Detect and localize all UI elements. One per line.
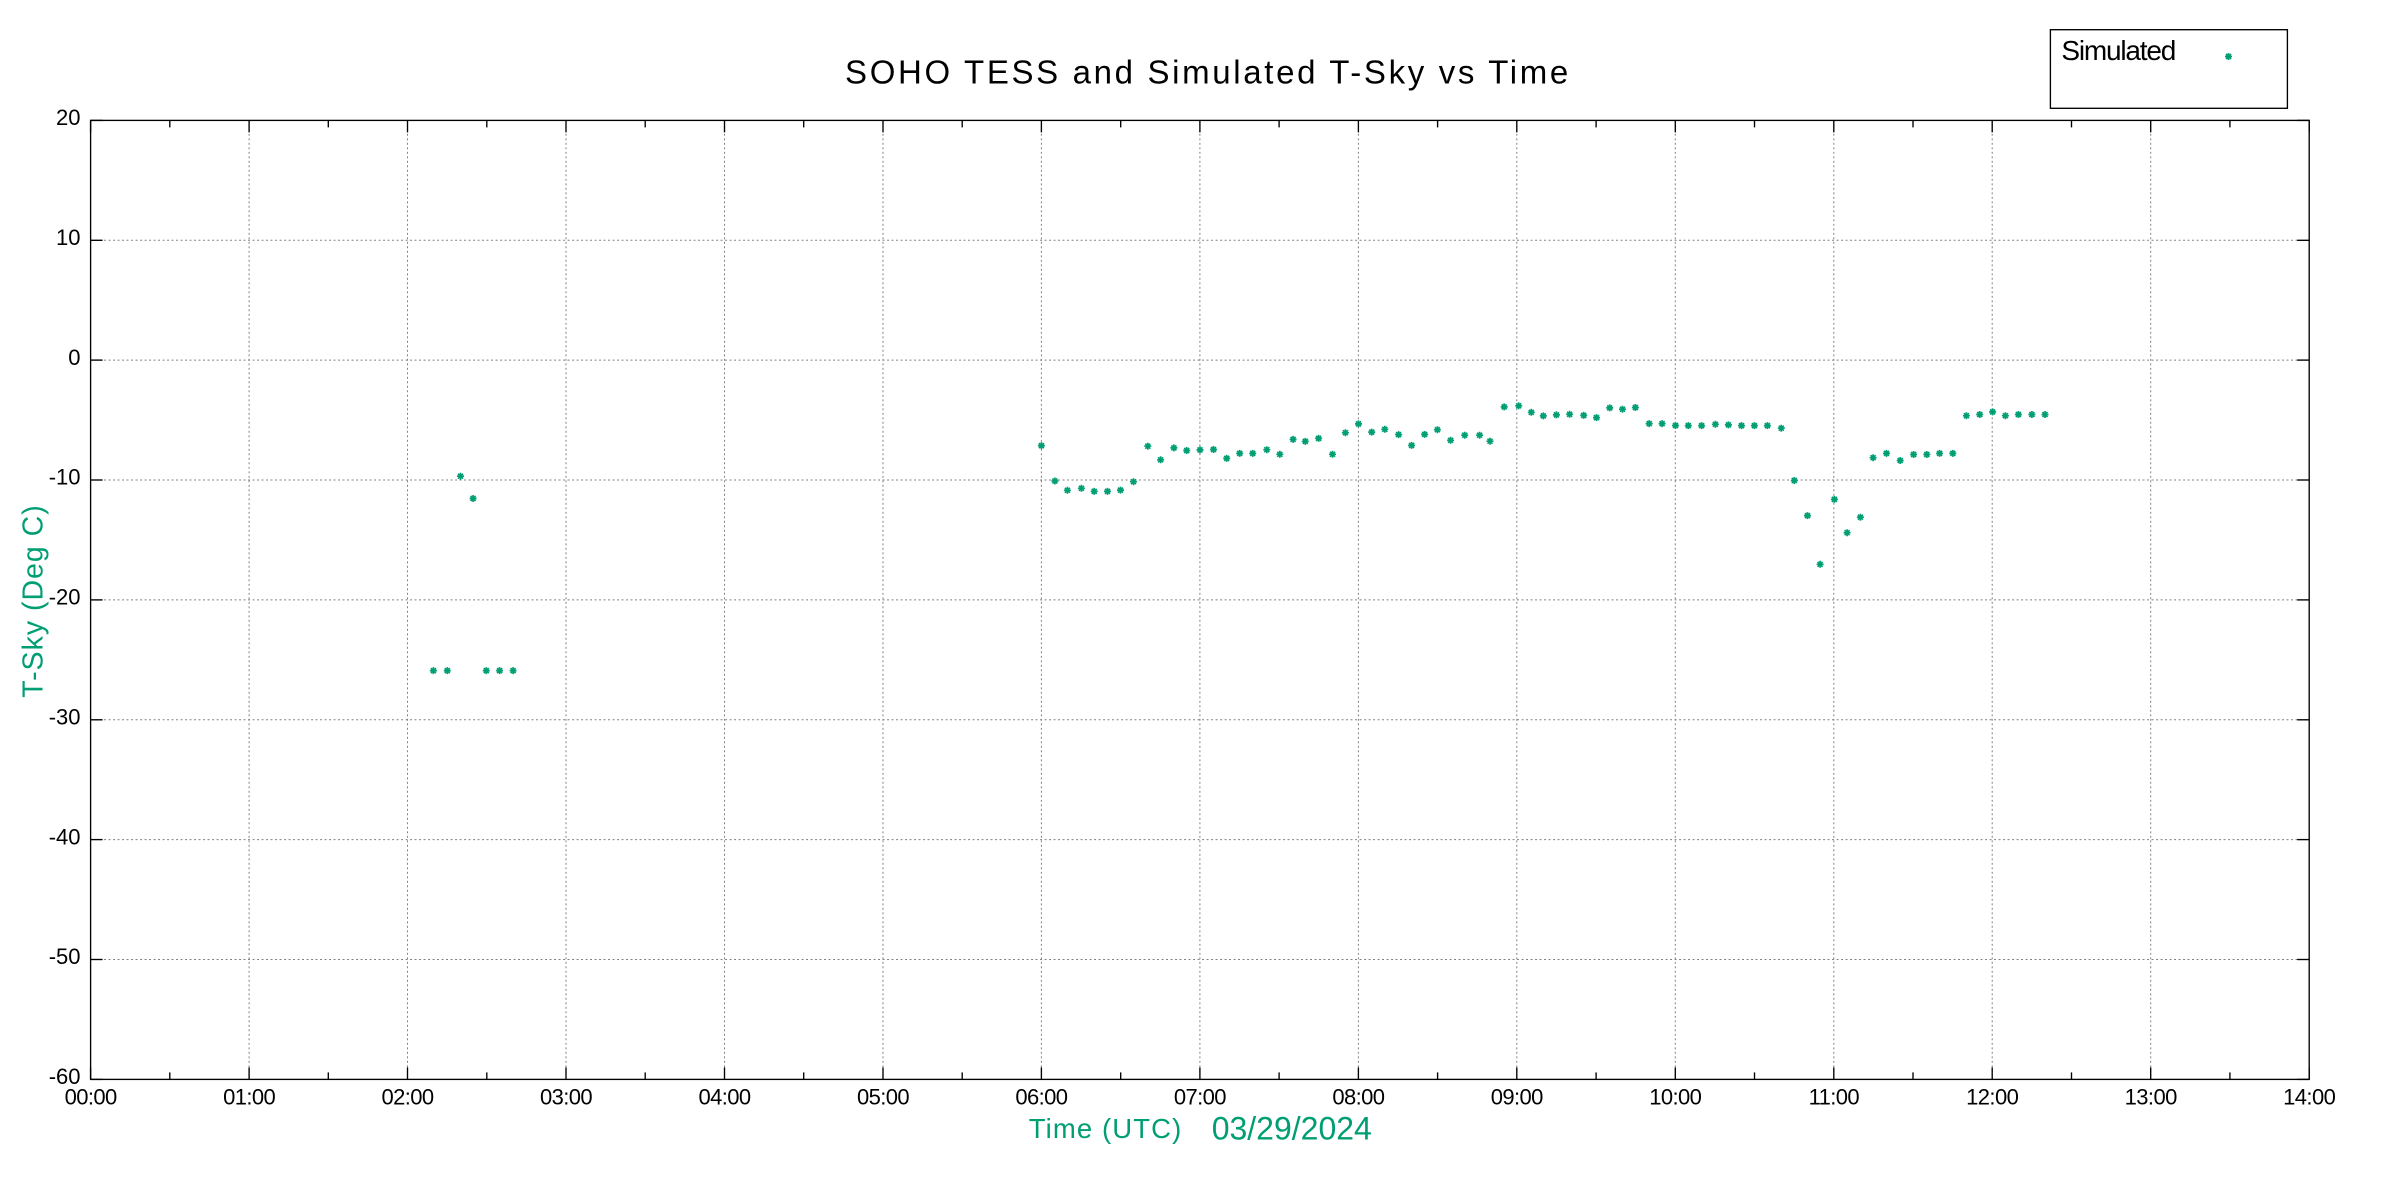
svg-text:06:00: 06:00 — [1015, 1084, 1067, 1109]
svg-text:Time (UTC): Time (UTC) — [1029, 1113, 1183, 1144]
svg-text:0: 0 — [68, 345, 80, 370]
svg-text:-30: -30 — [49, 705, 81, 730]
svg-text:10:00: 10:00 — [1649, 1084, 1701, 1109]
svg-text:13:00: 13:00 — [2125, 1084, 2177, 1109]
svg-text:Simulated: Simulated — [2061, 35, 2175, 66]
svg-text:01:00: 01:00 — [223, 1084, 275, 1109]
svg-text:03:00: 03:00 — [540, 1084, 592, 1109]
svg-text:09:00: 09:00 — [1491, 1084, 1543, 1109]
svg-text:14:00: 14:00 — [2283, 1084, 2335, 1109]
svg-text:-10: -10 — [49, 465, 81, 490]
svg-text:00:00: 00:00 — [65, 1084, 117, 1109]
svg-text:T-Sky (Deg C): T-Sky (Deg C) — [18, 504, 50, 698]
svg-text:SOHO TESS and Simulated T-Sky: SOHO TESS and Simulated T-Sky vs Time — [845, 53, 1571, 90]
svg-text:-60: -60 — [49, 1064, 81, 1089]
svg-text:10: 10 — [56, 225, 80, 250]
svg-text:11:00: 11:00 — [1809, 1084, 1860, 1109]
svg-text:-50: -50 — [49, 944, 81, 969]
svg-text:08:00: 08:00 — [1332, 1084, 1384, 1109]
svg-text:-20: -20 — [49, 585, 81, 610]
svg-text:-40: -40 — [49, 824, 81, 849]
svg-text:04:00: 04:00 — [698, 1084, 750, 1109]
svg-text:05:00: 05:00 — [857, 1084, 909, 1109]
svg-text:12:00: 12:00 — [1966, 1084, 2018, 1109]
svg-text:07:00: 07:00 — [1174, 1084, 1226, 1109]
svg-text:20: 20 — [56, 105, 80, 130]
svg-text:03/29/2024: 03/29/2024 — [1212, 1111, 1372, 1147]
svg-text:02:00: 02:00 — [381, 1084, 433, 1109]
